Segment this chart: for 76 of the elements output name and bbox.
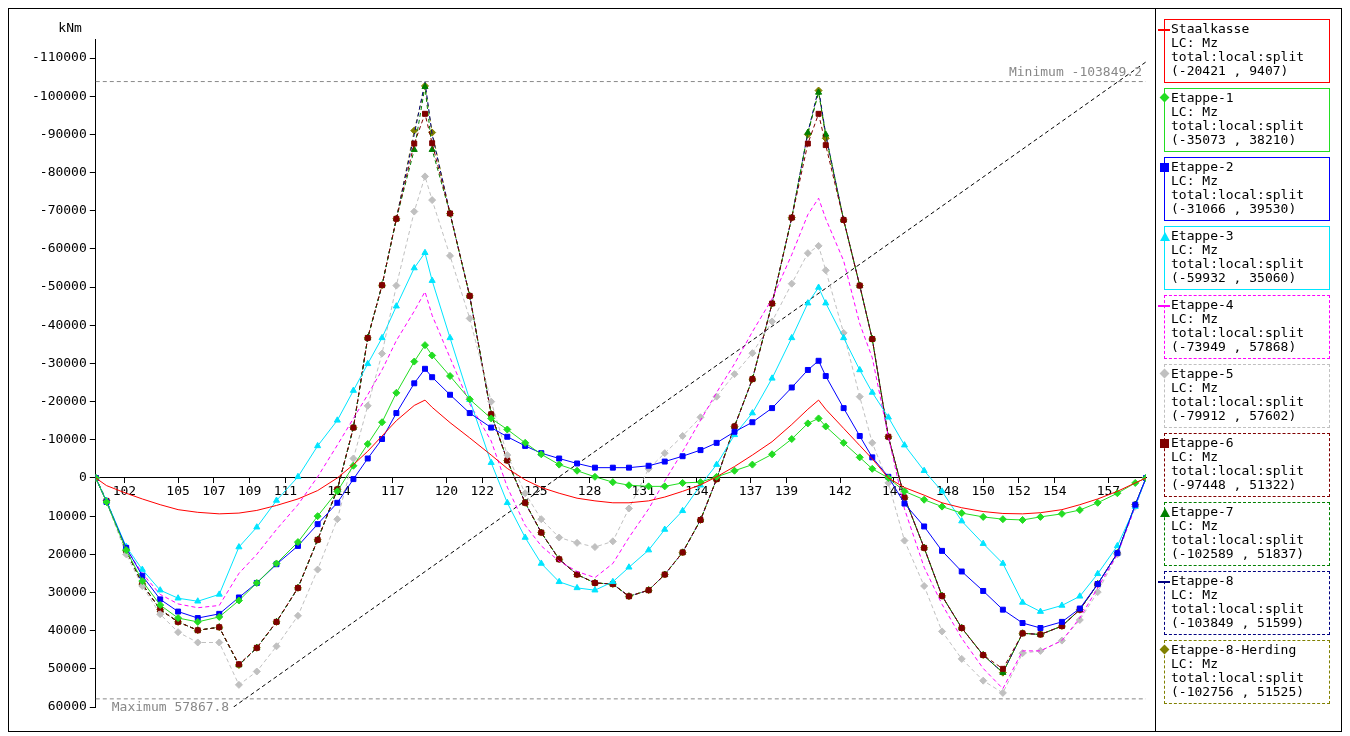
x-tick-label: 142 <box>828 483 852 499</box>
y-tick-label: -110000 <box>31 49 87 65</box>
y-tick-label: -10000 <box>39 431 87 447</box>
x-tick-label: 139 <box>774 483 799 499</box>
text: LC: Mz <box>1171 35 1219 50</box>
text: (-35073 , 38210) <box>1171 132 1297 147</box>
y-tick-label: 40000 <box>47 622 87 638</box>
text: total:local:split <box>1171 325 1306 340</box>
text: (-103849 , 51599) <box>1171 615 1306 630</box>
text: (-102589 , 51837) <box>1171 546 1306 561</box>
x-tick-label: 122 <box>470 483 494 499</box>
x-tick-label: 134 <box>685 483 709 499</box>
text: LC: Mz <box>1171 587 1218 602</box>
text: LC: Mz <box>1171 311 1218 326</box>
x-tick-label: 105 <box>166 483 190 499</box>
text: LC: Mz <box>1171 656 1218 671</box>
text: (-59932 , 35060) <box>1171 270 1297 285</box>
legend-label: Etappe-5 <box>1171 366 1235 381</box>
legend-label: Etappe-4 <box>1171 297 1235 312</box>
text: total:local:split <box>1171 601 1306 616</box>
y-tick-label: -80000 <box>39 163 87 179</box>
y-tick-label: 20000 <box>47 545 87 561</box>
text: total:local:split <box>1171 187 1306 202</box>
x-tick-label: 128 <box>577 483 602 499</box>
text: (-102756 , 51525) <box>1171 684 1306 699</box>
text: (-97448 , 51322) <box>1171 477 1297 492</box>
text: total:local:split <box>1171 49 1306 64</box>
text: LC: Mz <box>1171 173 1218 188</box>
text: total:local:split <box>1171 256 1306 271</box>
text: (-79912 , 57602) <box>1171 408 1297 423</box>
y-tick-label: 10000 <box>47 507 87 523</box>
text: LC: Mz <box>1171 449 1218 464</box>
text: total:local:split <box>1171 532 1306 547</box>
x-tick-label: 107 <box>202 483 226 499</box>
legend-label: Etappe-7 <box>1171 504 1235 519</box>
y-tick-label: -50000 <box>39 278 87 294</box>
legend-label: Etappe-8 <box>1171 573 1235 588</box>
text: LC: Mz <box>1171 380 1218 395</box>
text: (-31066 , 39530) <box>1171 201 1297 216</box>
ref-line-label: Maximum 57867.8 <box>111 698 230 714</box>
y-tick-label: 60000 <box>47 698 87 714</box>
text: total:local:split <box>1171 118 1306 133</box>
y-tick-label: -20000 <box>39 393 87 408</box>
text: (-20421 , 9407) <box>1171 63 1289 78</box>
y-tick-label: 50000 <box>47 660 87 676</box>
x-tick-label: 125 <box>524 483 548 499</box>
x-tick-label: 137 <box>738 483 763 499</box>
x-tick-label: 150 <box>971 483 995 499</box>
legend-label: Etappe-8-Herding <box>1171 642 1298 657</box>
text: LC: Mz <box>1171 242 1218 257</box>
text: total:local:split <box>1171 463 1306 478</box>
text: LC: Mz <box>1171 518 1218 533</box>
x-tick-label: 120 <box>434 483 459 499</box>
ref-line-label: Minimum -103849.2 <box>1008 64 1142 80</box>
x-tick-label: 154 <box>1043 483 1067 499</box>
x-tick-label: 117 <box>381 483 405 499</box>
x-tick-label: 109 <box>237 483 262 499</box>
legend-label: Etappe-3 <box>1171 228 1235 243</box>
text: total:local:split <box>1171 394 1306 409</box>
y-tick-label: -40000 <box>39 316 87 332</box>
legend-label: Staalkasse <box>1171 21 1251 36</box>
y-tick-label: -60000 <box>39 240 87 256</box>
legend-label: Etappe-1 <box>1171 90 1235 105</box>
x-tick-label: 152 <box>1007 483 1031 499</box>
y-tick-label: -90000 <box>39 125 87 141</box>
y-tick-label: 30000 <box>47 583 87 599</box>
y-tick-label: -100000 <box>31 87 87 103</box>
text: total:local:split <box>1171 670 1306 685</box>
text: (-73949 , 57868) <box>1171 339 1297 354</box>
y-axis-title: kNm <box>58 19 82 35</box>
y-tick-label: 0 <box>78 469 87 485</box>
legend-label: Etappe-6 <box>1171 435 1235 450</box>
y-tick-label: -70000 <box>39 202 87 218</box>
text: LC: Mz <box>1171 104 1218 119</box>
y-tick-label: -30000 <box>39 354 87 370</box>
legend-label: Etappe-2 <box>1171 159 1235 174</box>
